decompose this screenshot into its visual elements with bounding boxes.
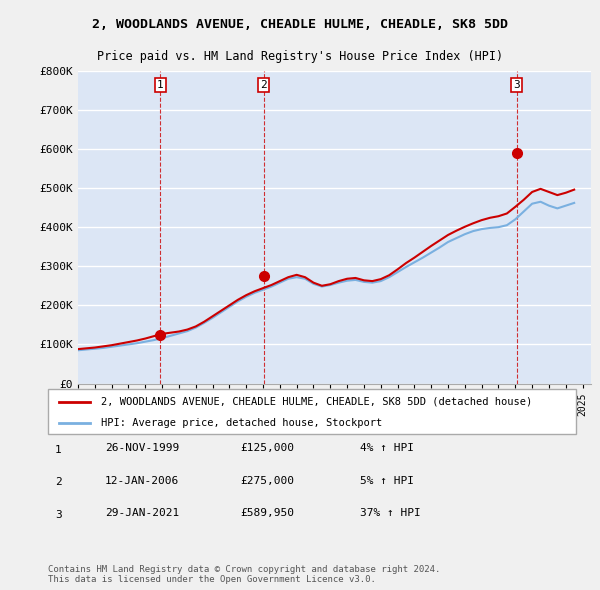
Text: 2, WOODLANDS AVENUE, CHEADLE HULME, CHEADLE, SK8 5DD (detached house): 2, WOODLANDS AVENUE, CHEADLE HULME, CHEA… (101, 397, 532, 407)
Text: 3: 3 (513, 80, 520, 90)
Text: Price paid vs. HM Land Registry's House Price Index (HPI): Price paid vs. HM Land Registry's House … (97, 50, 503, 63)
Text: 26-NOV-1999: 26-NOV-1999 (105, 444, 179, 453)
Text: HPI: Average price, detached house, Stockport: HPI: Average price, detached house, Stoc… (101, 418, 382, 428)
Text: 5% ↑ HPI: 5% ↑ HPI (360, 476, 414, 486)
FancyBboxPatch shape (48, 389, 576, 434)
Text: 2: 2 (260, 80, 267, 90)
Text: 29-JAN-2021: 29-JAN-2021 (105, 509, 179, 518)
Text: 4% ↑ HPI: 4% ↑ HPI (360, 444, 414, 453)
Text: 2: 2 (55, 477, 62, 487)
Text: £275,000: £275,000 (240, 476, 294, 486)
Text: 3: 3 (55, 510, 62, 520)
Text: Contains HM Land Registry data © Crown copyright and database right 2024.
This d: Contains HM Land Registry data © Crown c… (48, 565, 440, 584)
Text: 2, WOODLANDS AVENUE, CHEADLE HULME, CHEADLE, SK8 5DD: 2, WOODLANDS AVENUE, CHEADLE HULME, CHEA… (92, 18, 508, 31)
Text: 37% ↑ HPI: 37% ↑ HPI (360, 509, 421, 518)
Text: 1: 1 (157, 80, 164, 90)
Text: £589,950: £589,950 (240, 509, 294, 518)
Text: £125,000: £125,000 (240, 444, 294, 453)
Text: 1: 1 (55, 445, 62, 455)
Text: 12-JAN-2006: 12-JAN-2006 (105, 476, 179, 486)
